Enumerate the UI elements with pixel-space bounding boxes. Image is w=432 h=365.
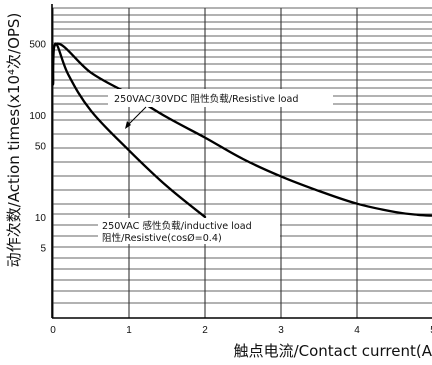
grid xyxy=(52,7,432,319)
x-tick-1: 1 xyxy=(126,325,132,336)
annotation-1-box xyxy=(108,89,333,107)
y-tick-100: 100 xyxy=(29,111,46,122)
y-tick-10: 10 xyxy=(35,213,47,224)
tick-labels: 012345650010050105 xyxy=(29,40,432,336)
curves xyxy=(51,42,432,219)
y-axis-title: 动作次数/Action times(x10⁴次/OPS) xyxy=(5,13,23,268)
annotation-1-arrowhead xyxy=(125,121,131,129)
axes xyxy=(51,4,432,319)
x-tick-5: 5 xyxy=(430,325,432,336)
y-tick-500: 500 xyxy=(29,40,46,51)
series-1-line xyxy=(51,42,432,217)
annotation-1-arrow xyxy=(126,106,147,127)
annotations: 250VAC/30VDC 阻性负载/Resistive load 250VAC 感… xyxy=(98,89,333,244)
x-tick-2: 2 xyxy=(202,325,208,336)
series-2-line xyxy=(51,42,207,219)
annotation-2-box xyxy=(98,218,280,244)
annotation-3: 阻性/Resistive(cosØ=0.4) xyxy=(102,232,222,244)
x-tick-4: 4 xyxy=(354,325,360,336)
y-tick-5: 5 xyxy=(40,244,46,255)
x-tick-3: 3 xyxy=(278,325,284,336)
annotation-2: 250VAC 感性负载/inductive load xyxy=(102,220,252,232)
x-tick-0: 0 xyxy=(50,325,56,336)
y-tick-50: 50 xyxy=(35,142,47,153)
x-axis-title: 触点电流/Contact current(A xyxy=(234,342,432,360)
annotation-1: 250VAC/30VDC 阻性负载/Resistive load xyxy=(114,93,298,105)
